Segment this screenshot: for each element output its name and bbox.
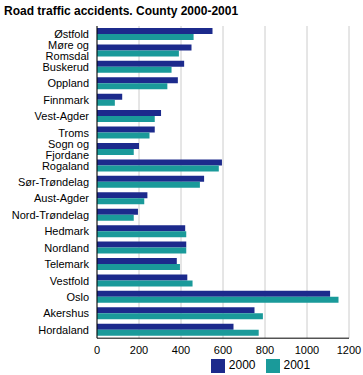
svg-text:Sogn ogFjordane: Sogn ogFjordane <box>46 138 89 161</box>
html-text:Road traffic accidents. County: Road traffic accidents. County 2000-2001 <box>4 4 239 18</box>
svg-text:Buskerud: Buskerud <box>43 61 89 73</box>
svg-text:Akershus: Akershus <box>43 307 89 319</box>
svg-text:Vest-Agder: Vest-Agder <box>35 110 90 122</box>
svg-text:Sør-Trøndelag: Sør-Trøndelag <box>18 176 89 188</box>
svg-text:600: 600 <box>214 344 232 356</box>
svg-text:Telemark: Telemark <box>44 258 89 270</box>
svg-text:Vestfold: Vestfold <box>50 275 89 287</box>
svg-text:400: 400 <box>172 344 190 356</box>
svg-text:800: 800 <box>256 344 274 356</box>
svg-text:1000: 1000 <box>295 344 319 356</box>
svg-text:1200: 1200 <box>337 344 355 356</box>
svg-text:Troms: Troms <box>58 126 89 139</box>
svg-text:Finnmark: Finnmark <box>43 94 89 106</box>
svg-text:Aust-Agder: Aust-Agder <box>34 192 89 204</box>
svg-text:Nord-Trøndelag: Nord-Trøndelag <box>12 209 89 221</box>
svg-text:Nordland: Nordland <box>44 242 89 254</box>
svg-text:Oslo: Oslo <box>66 291 89 303</box>
svg-text:Oppland: Oppland <box>47 77 89 89</box>
svg-text:0: 0 <box>94 344 100 356</box>
html-text:2001: 2001 <box>283 358 311 373</box>
svg-text:Møre ogRomsdal: Møre ogRomsdal <box>46 39 89 62</box>
html-text:2000: 2000 <box>228 358 256 373</box>
svg-text:200: 200 <box>130 344 148 356</box>
svg-text:Østfold: Østfold <box>54 28 89 41</box>
svg-text:Rogaland: Rogaland <box>42 160 89 172</box>
svg-text:Hedmark: Hedmark <box>44 225 89 237</box>
svg-text:Hordaland: Hordaland <box>38 324 89 336</box>
